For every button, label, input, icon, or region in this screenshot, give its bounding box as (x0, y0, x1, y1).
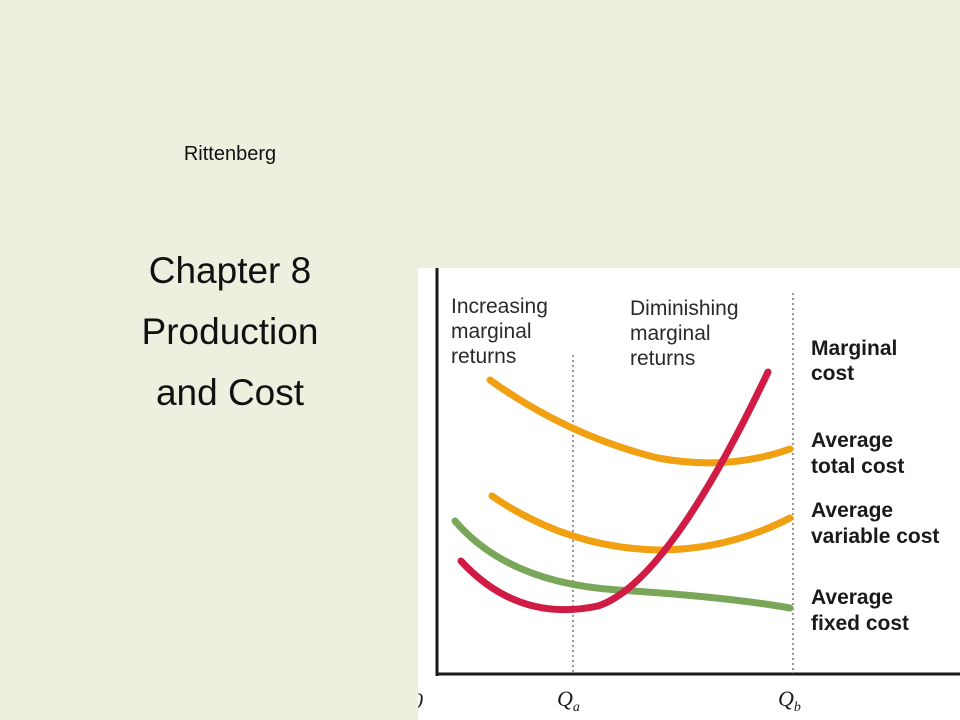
title-line-3: and Cost (155, 372, 305, 413)
increasing-label-line-2: marginal (451, 320, 532, 343)
atc-label-line-1: Average (811, 429, 893, 452)
avc-label-line-1: Average (811, 499, 893, 522)
qa-tick-main: Q (557, 686, 573, 711)
origin-label: 0 (418, 688, 423, 713)
author-name: Rittenberg (183, 143, 277, 165)
qb-tick-label: Qb (778, 686, 801, 715)
atc-label-line-2: total cost (811, 455, 904, 478)
average-total-cost-label: Average total cost (811, 429, 904, 478)
diminishing-label-line-1: Diminishing (630, 297, 739, 320)
marginal-cost-label: Marginal cost (811, 337, 903, 385)
increasing-label-line-3: returns (451, 345, 516, 368)
cost-curves-figure: Increasing marginal returns Diminishing … (418, 268, 960, 720)
title-line-2: Production (141, 311, 319, 352)
increasing-returns-label: Increasing marginal returns (451, 295, 554, 368)
cost-curves-svg: Increasing marginal returns Diminishing … (418, 268, 960, 715)
average-variable-cost-curve (488, 492, 794, 554)
slide-title: Chapter 8 Production and Cost (80, 240, 380, 423)
afc-label-line-2: fixed cost (811, 612, 909, 635)
qb-tick-sub: b (794, 700, 801, 715)
qa-tick-label: Qa (557, 686, 580, 715)
average-variable-cost-label: Average variable cost (811, 499, 939, 548)
afc-label-line-1: Average (811, 586, 893, 609)
average-total-cost-curve (486, 376, 794, 467)
average-fixed-cost-curve (451, 517, 794, 612)
diminishing-returns-label: Diminishing marginal returns (630, 297, 744, 370)
title-line-1: Chapter 8 (148, 250, 312, 291)
diminishing-label-line-2: marginal (630, 322, 711, 345)
diminishing-label-line-3: returns (630, 347, 695, 370)
mc-label-line-2: cost (811, 362, 854, 385)
mc-label-line-1: Marginal (811, 337, 897, 360)
increasing-label-line-1: Increasing (451, 295, 548, 318)
qb-tick-main: Q (778, 686, 794, 711)
average-fixed-cost-label: Average fixed cost (811, 586, 909, 635)
marginal-cost-curve (457, 368, 772, 614)
avc-label-line-2: variable cost (811, 525, 939, 548)
qa-tick-sub: a (573, 700, 580, 715)
